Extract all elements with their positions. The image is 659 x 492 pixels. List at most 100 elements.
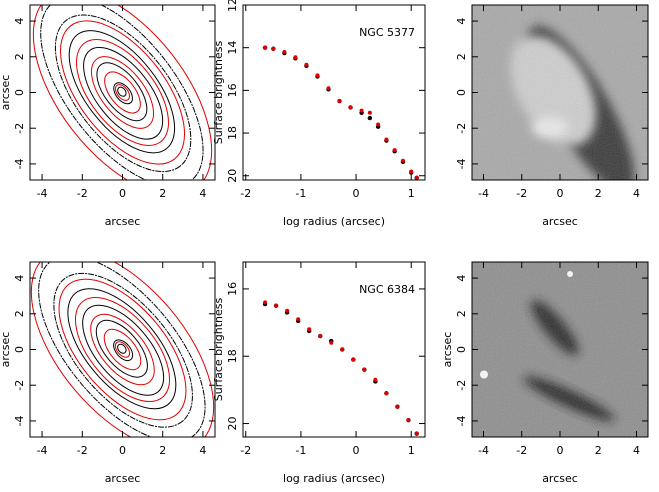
- y-tick-label: 4: [455, 275, 468, 282]
- x-axis-label: arcsec: [105, 472, 141, 485]
- data-point: [315, 73, 320, 78]
- annotation: NGC 6384: [359, 283, 415, 296]
- x-tick-label: 0: [353, 187, 360, 200]
- contour-line: [113, 339, 134, 362]
- data-point: [392, 148, 397, 153]
- model-ellipse: [90, 56, 155, 129]
- data-point: [384, 391, 389, 396]
- data-point: [340, 347, 345, 352]
- y-tick-label: 2: [455, 310, 468, 317]
- contour-line: [53, 272, 193, 428]
- axes-frame: [242, 4, 426, 181]
- model-ellipse: [59, 20, 186, 165]
- model-ellipse: [114, 341, 131, 358]
- contour-line: [83, 46, 164, 140]
- data-point: [367, 115, 373, 121]
- contour-line: [96, 62, 148, 122]
- annotation: NGC 5377: [359, 26, 415, 39]
- y-axis-label: arcsec: [0, 75, 12, 111]
- x-tick-label: 0: [557, 444, 564, 457]
- plot-area: [472, 262, 648, 437]
- axes-frame: [29, 4, 216, 181]
- model-ellipse: [103, 328, 142, 371]
- y-tick-label: -2: [13, 123, 26, 134]
- data-point: [406, 418, 411, 423]
- y-tick-label: 4: [13, 18, 26, 25]
- panel: -2 -1 0 1 12 14 16 18 20 log radius (arcsec) Surfa…: [212, 0, 426, 228]
- data-point: [395, 404, 400, 409]
- data-point: [307, 327, 312, 332]
- x-tick-label: 4: [199, 187, 206, 200]
- plot-area: [262, 300, 419, 436]
- x-tick-label: 2: [595, 187, 602, 200]
- panel: -4 -2 0 2 4 -4 -2 0 2 4 arcsec arcsec: [0, 4, 216, 228]
- data-point: [409, 169, 414, 174]
- data-point: [359, 108, 364, 113]
- data-point: [348, 105, 353, 110]
- y-tick-label: 20: [226, 169, 239, 183]
- image-noise: [472, 5, 648, 180]
- y-tick-label: 18: [226, 126, 239, 140]
- contour-line: [95, 319, 148, 378]
- y-tick-label: -4: [13, 415, 26, 426]
- y-tick-label: 16: [226, 282, 239, 296]
- plot-area: [30, 262, 215, 437]
- data-point: [296, 317, 301, 322]
- data-point: [367, 110, 372, 115]
- panel: -2 -1 0 1 16 18 20 log radius (arcsec) Surface b…: [212, 261, 426, 485]
- contour-line: [82, 304, 165, 396]
- y-tick-label: 2: [13, 310, 26, 317]
- x-tick-label: 0: [119, 187, 126, 200]
- model-ellipse: [74, 296, 171, 403]
- plot-area: [262, 45, 419, 180]
- x-tick-label: -2: [240, 444, 251, 457]
- data-point: [263, 300, 268, 305]
- data-point: [282, 49, 287, 54]
- x-tick-label: -2: [240, 187, 251, 200]
- panel: -4 -2 0 2 4 -4 -2 0 2 4 arcsec arcsec: [0, 261, 216, 485]
- y-tick-label: 18: [226, 349, 239, 363]
- x-tick-label: -2: [516, 444, 527, 457]
- contour-line: [117, 343, 127, 354]
- y-tick-label: 0: [13, 346, 26, 353]
- y-tick-label: 14: [226, 41, 239, 55]
- y-tick-label: 12: [226, 0, 239, 12]
- panel: -4 -2 0 2 4 -4 -2 0 2 4 arcsec arcsec: [441, 261, 649, 485]
- x-tick-label: 0: [119, 444, 126, 457]
- model-ellipse: [115, 84, 130, 101]
- y-tick-label: 2: [455, 53, 468, 60]
- data-point: [362, 367, 367, 372]
- data-point: [318, 334, 323, 339]
- y-axis-label: arcsec: [441, 332, 454, 368]
- y-tick-label: 0: [455, 346, 468, 353]
- y-tick-label: 4: [13, 275, 26, 282]
- model-ellipse: [30, 262, 215, 437]
- data-point: [414, 175, 419, 180]
- x-tick-label: -1: [295, 187, 306, 200]
- x-tick-label: -4: [37, 444, 48, 457]
- y-tick-label: 20: [226, 417, 239, 431]
- x-tick-label: 4: [199, 444, 206, 457]
- y-axis-label: arcsec: [0, 332, 12, 368]
- x-tick-label: 0: [353, 444, 360, 457]
- plot-area: [472, 5, 648, 180]
- contour-line: [38, 262, 206, 437]
- y-tick-label: 4: [455, 18, 468, 25]
- y-tick-label: -4: [455, 415, 468, 426]
- axes-frame: [242, 261, 426, 438]
- x-tick-label: -4: [37, 187, 48, 200]
- y-tick-label: -4: [13, 158, 26, 169]
- y-tick-label: -2: [13, 380, 26, 391]
- data-point: [326, 86, 331, 91]
- data-point: [293, 55, 298, 60]
- y-tick-label: 16: [226, 83, 239, 97]
- x-tick-label: 4: [633, 187, 640, 200]
- data-point: [285, 308, 290, 313]
- data-point: [384, 137, 389, 142]
- y-tick-label: -2: [455, 380, 468, 391]
- x-tick-label: 1: [408, 187, 415, 200]
- y-axis-label: Surface brightness: [212, 298, 225, 402]
- x-tick-label: 4: [633, 444, 640, 457]
- x-tick-label: 0: [557, 187, 564, 200]
